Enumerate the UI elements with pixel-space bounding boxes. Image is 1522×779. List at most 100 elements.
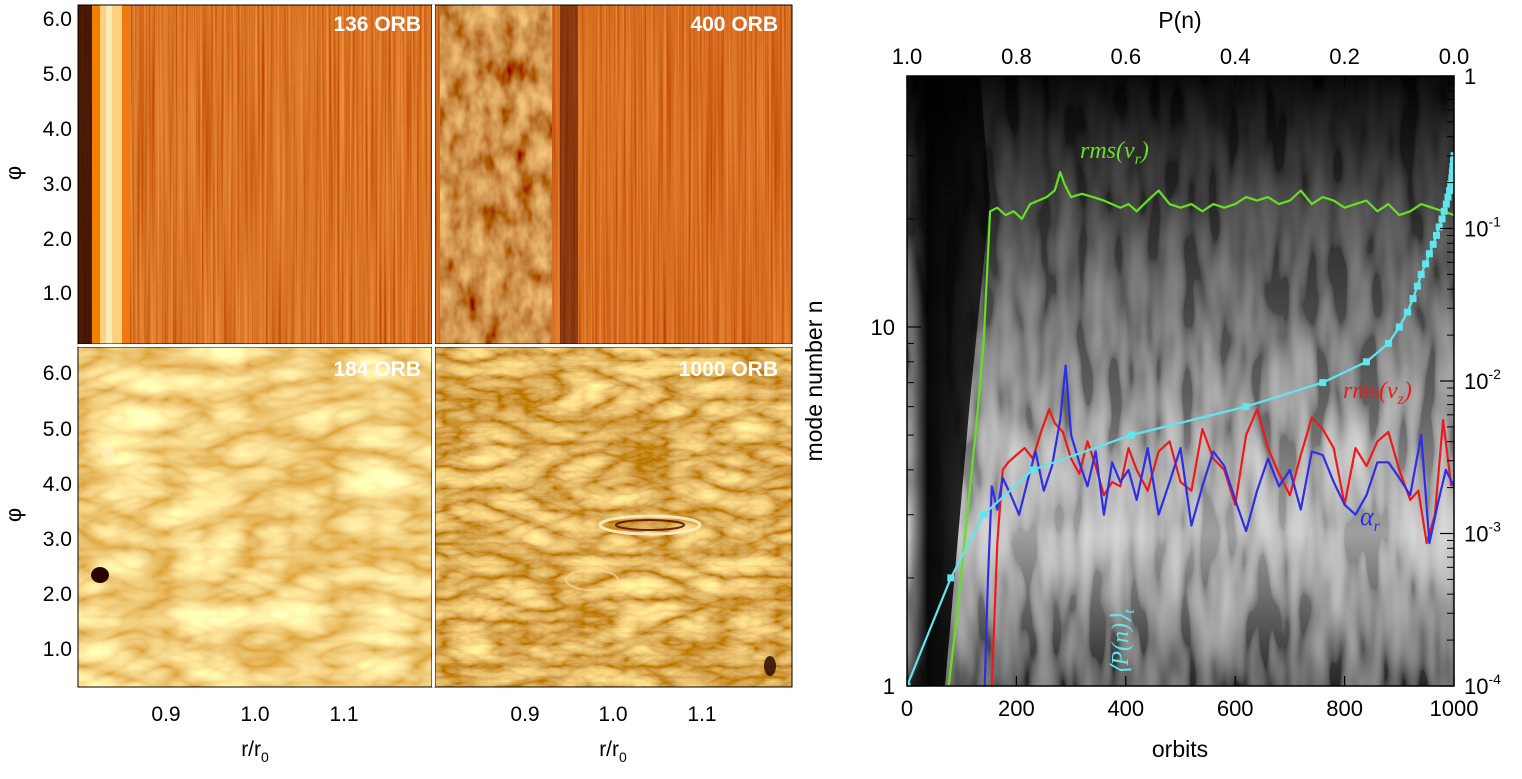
pn-marker xyxy=(1449,163,1454,170)
pn-marker xyxy=(1127,431,1135,439)
pn-marker xyxy=(1442,200,1450,208)
pn-marker xyxy=(1448,168,1454,176)
right-tick-exponent: -3 xyxy=(1488,519,1501,535)
chart-y-axis-title: mode number n xyxy=(801,300,827,461)
pn-marker xyxy=(1448,174,1454,182)
phi-tick: 4.0 xyxy=(43,473,72,496)
x-tick-label: 600 xyxy=(1217,696,1254,721)
pn-marker xyxy=(947,574,955,582)
top-tick-label: 0.4 xyxy=(1220,44,1251,69)
top-tick-label: 0.6 xyxy=(1111,44,1142,69)
pn-marker xyxy=(907,682,911,686)
annotation-rms-vr: rms(vr) xyxy=(1080,138,1149,168)
pn-marker xyxy=(1433,231,1440,239)
series-line-rms-vr xyxy=(947,171,1454,686)
top-tick-label: 0.8 xyxy=(1001,44,1032,69)
x-tick-label: 800 xyxy=(1326,696,1363,721)
pn-marker xyxy=(1450,157,1454,165)
right-tick-label: 10-1 xyxy=(1464,214,1501,242)
right-tick-exponent: -2 xyxy=(1488,366,1501,382)
series-line-rms-vz xyxy=(990,408,1453,686)
phi-tick: 6.0 xyxy=(43,362,72,385)
pn-marker xyxy=(1319,379,1327,387)
pn-marker xyxy=(1446,187,1454,194)
r-tick: 0.9 xyxy=(151,703,180,726)
right-tick-label: 10-2 xyxy=(1464,366,1501,394)
chart-top-axis-title: P(n) xyxy=(1158,7,1201,33)
top-tick-label: 1.0 xyxy=(892,44,923,69)
r-axis-label-left: r/r0 xyxy=(241,738,269,765)
r-axis-label-right: r/r0 xyxy=(599,738,627,765)
pn-marker xyxy=(1440,207,1448,215)
pn-marker xyxy=(1395,323,1403,331)
top-tick-label: 0.2 xyxy=(1329,44,1360,69)
phi-tick: 4.0 xyxy=(43,118,72,141)
panel-label-400: 400 ORB xyxy=(690,13,778,36)
x-tick-label: 1000 xyxy=(1430,696,1479,721)
right-tick-exponent: -1 xyxy=(1488,214,1501,230)
top-tick-label: 0.0 xyxy=(1439,44,1470,69)
panel-400-orb xyxy=(435,5,792,344)
panel-label-136: 136 ORB xyxy=(333,13,421,36)
pn-marker xyxy=(1409,295,1417,303)
x-tick-label: 0 xyxy=(901,696,913,721)
spectrogram-background xyxy=(907,76,1454,686)
panel-label-1000: 1000 ORB xyxy=(679,358,778,381)
phi-tick: 3.0 xyxy=(43,528,72,551)
chart-x-axis-title: orbits xyxy=(1152,736,1208,762)
x-tick-label: 200 xyxy=(998,696,1035,721)
panel-136-orb xyxy=(78,5,432,344)
phi-tick: 6.0 xyxy=(43,8,72,31)
phi-tick: 2.0 xyxy=(43,228,72,251)
pn-marker xyxy=(1438,215,1446,223)
phi-axis-label-bottom: φ xyxy=(1,508,26,522)
phi-tick: 1.0 xyxy=(43,638,72,661)
right-tick-label: 10-3 xyxy=(1464,519,1501,547)
annotation-pn: ⟨P(n)⟩t xyxy=(1108,609,1138,675)
pn-marker xyxy=(1417,271,1425,278)
density-panels: 136 ORB 400 ORB 184 ORB 1000 ORB φ φ 6.0… xyxy=(1,4,793,765)
right-tick-label: 10-4 xyxy=(1464,671,1501,699)
annotation-alpha-r: αr xyxy=(1360,502,1381,535)
phi-tick: 5.0 xyxy=(43,418,72,441)
pn-marker xyxy=(1404,308,1411,316)
phi-ticks-top: 6.0 5.0 4.0 3.0 2.0 1.0 xyxy=(43,8,72,305)
panel-1000-orb xyxy=(435,347,792,687)
phi-tick: 5.0 xyxy=(43,63,72,86)
phi-tick: 3.0 xyxy=(43,173,72,196)
pn-marker xyxy=(1435,223,1443,231)
phi-tick: 1.0 xyxy=(43,282,72,305)
pn-marker xyxy=(1384,339,1392,347)
r-ticks: 0.9 1.0 1.1 0.9 1.0 1.1 xyxy=(151,703,716,726)
pn-marker xyxy=(1363,358,1370,366)
pn-marker xyxy=(1444,193,1452,201)
pn-marker xyxy=(1242,403,1250,411)
pn-marker xyxy=(1429,240,1437,248)
phi-ticks-bottom: 6.0 5.0 4.0 3.0 2.0 1.0 xyxy=(43,362,72,661)
pn-marker xyxy=(1029,466,1037,474)
r-tick: 1.1 xyxy=(687,703,716,726)
pn-marker xyxy=(1422,260,1430,268)
x-tick-label: 400 xyxy=(1107,696,1144,721)
right-tick-exponent: -4 xyxy=(1488,671,1501,687)
pn-marker xyxy=(980,511,988,519)
y-tick-label: 10 xyxy=(871,315,895,340)
series-line-alpha-r xyxy=(983,364,1454,686)
r-tick: 1.0 xyxy=(598,703,627,726)
pn-marker xyxy=(1425,250,1433,258)
pn-marker xyxy=(1413,282,1421,290)
panel-label-184: 184 ORB xyxy=(333,358,421,381)
r-tick: 1.0 xyxy=(240,703,269,726)
annotation-rms-vz: rms(vz) xyxy=(1343,378,1412,408)
panel-184-orb xyxy=(78,347,432,687)
r-tick: 1.1 xyxy=(329,703,358,726)
phi-tick: 2.0 xyxy=(43,583,72,606)
y-tick-label: 1 xyxy=(883,674,895,699)
right-tick-label: 1 xyxy=(1464,64,1476,89)
r-tick: 0.9 xyxy=(510,703,539,726)
pn-marker xyxy=(1447,180,1454,188)
phi-axis-label-top: φ xyxy=(1,166,26,180)
